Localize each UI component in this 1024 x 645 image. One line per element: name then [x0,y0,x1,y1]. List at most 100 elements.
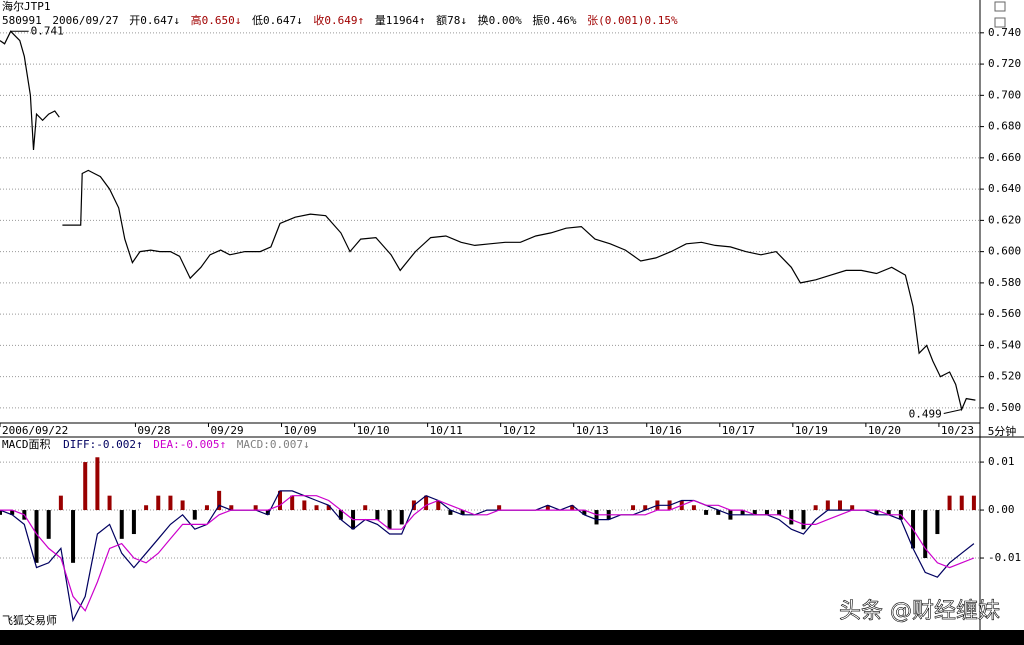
histogram-bar [119,510,124,539]
histogram-bar [874,510,879,515]
y-tick-label: 0.520 [988,370,1021,383]
histogram-bar [448,510,453,515]
histogram-bar [253,505,258,511]
y-tick-label: 0.660 [988,151,1021,164]
software-name: 飞狐交易师 [2,613,57,627]
histogram-bar [58,495,63,511]
code: 580991 [2,14,42,27]
histogram-bar [156,495,161,511]
histogram-bar [570,505,575,511]
histogram-bar [789,510,794,525]
amplitude: 振0.46% [532,13,576,27]
x-tick-label: 10/09 [284,424,317,437]
turnover: 换0.00% [478,13,522,27]
high-label: 0.741 [31,24,64,37]
histogram-bar [704,510,709,515]
y-tick-label: 0.700 [988,88,1021,101]
y-tick-label: 0.01 [988,455,1015,468]
histogram-bar [947,495,952,511]
y-tick-label: 0.580 [988,276,1021,289]
histogram-bar [886,510,891,515]
histogram-bar [691,505,696,511]
legend-entry: DEA:-0.005↑ [153,438,226,451]
x-tick-label: 10/23 [941,424,974,437]
histogram-bar [278,490,282,511]
watermark: 头条 @财经缠妹 [839,599,1000,624]
histogram-bar [95,457,100,511]
histogram-bar [582,510,587,515]
y-tick-label: 0.740 [988,26,1021,39]
volume: 量11964↑ [375,14,426,27]
window-icon[interactable] [994,17,1006,28]
histogram-bar [46,510,51,539]
histogram-bar [387,510,392,530]
y-tick-label: 0.560 [988,307,1021,320]
x-tick-label: 09/29 [210,424,243,437]
indicator-title: MACD面积 DIFF:-0.002↑ DEA:-0.005↑ MACD:0.0… [2,438,310,451]
histogram-bar [813,505,818,511]
indicator-line [0,495,975,612]
histogram-bar [107,495,112,511]
histogram-bar [326,505,331,511]
x-tick-label: 09/28 [137,424,170,437]
histogram-bar [34,510,39,563]
x-tick-label: 10/13 [576,424,609,437]
x-tick-label: 2006/09/22 [2,424,68,437]
x-tick-label: 10/16 [649,424,682,437]
close: 收0.649↑ [313,13,364,27]
histogram-bar [545,505,550,511]
quote-info: 580991 2006/09/27 开0.647↓ 高0.650↓ 低0.647… [2,13,678,27]
histogram-bar [168,495,173,511]
histogram-bar [497,505,502,511]
histogram-bar [265,510,270,515]
high: 高0.650↓ [191,13,242,27]
histogram-bar [935,510,940,535]
histogram-bar [740,510,745,515]
low-label: 0.499 [909,407,942,420]
histogram-bar [716,510,721,515]
x-tick-label: 10/17 [722,424,755,437]
open: 开0.647↓ [129,14,180,27]
y-tick-label: 0.620 [988,213,1021,226]
y-tick-label: 0.540 [988,338,1021,351]
histogram-bar [375,510,380,520]
x-tick-label: 10/19 [795,424,828,437]
chart-title: 海尔JTP1 [2,0,51,13]
histogram-bar [424,495,429,511]
legend-entry: MACD:0.007↓ [237,438,310,451]
window-icon[interactable] [994,1,1006,12]
histogram-bar [180,500,185,511]
y-tick-label: 0.500 [988,401,1021,414]
y-tick-label: 0.00 [988,503,1015,516]
histogram-bar [752,510,757,515]
histogram-bar [959,495,964,511]
histogram-bar [777,510,782,515]
x-tick-label: 10/10 [357,424,390,437]
histogram-bar [363,505,368,511]
y-tick-label: 0.680 [988,120,1021,133]
histogram-bar [643,505,648,511]
histogram-bar [204,505,209,511]
histogram-bar [631,505,636,511]
amount: 额78↓ [436,14,467,27]
y-tick-label: 0.720 [988,57,1021,70]
histogram-bar [229,505,234,511]
period-label: 5分钟 [988,424,1017,438]
histogram-bar [217,490,222,511]
histogram-bar [838,500,842,511]
histogram-bar [0,510,2,515]
histogram-bar [971,495,976,511]
change: 张(0.001)0.15% [587,14,678,27]
histogram-bar [131,510,136,535]
histogram-bar [302,500,307,511]
histogram-bar [764,510,769,515]
x-tick-label: 10/12 [503,424,536,437]
y-tick-label: 0.640 [988,182,1021,195]
date: 2006/09/27 [52,14,118,27]
legend-entry: DIFF:-0.002↑ [63,438,142,451]
low: 低0.647↓ [252,14,303,27]
histogram-bar [192,510,197,520]
low-pointer [943,409,962,414]
